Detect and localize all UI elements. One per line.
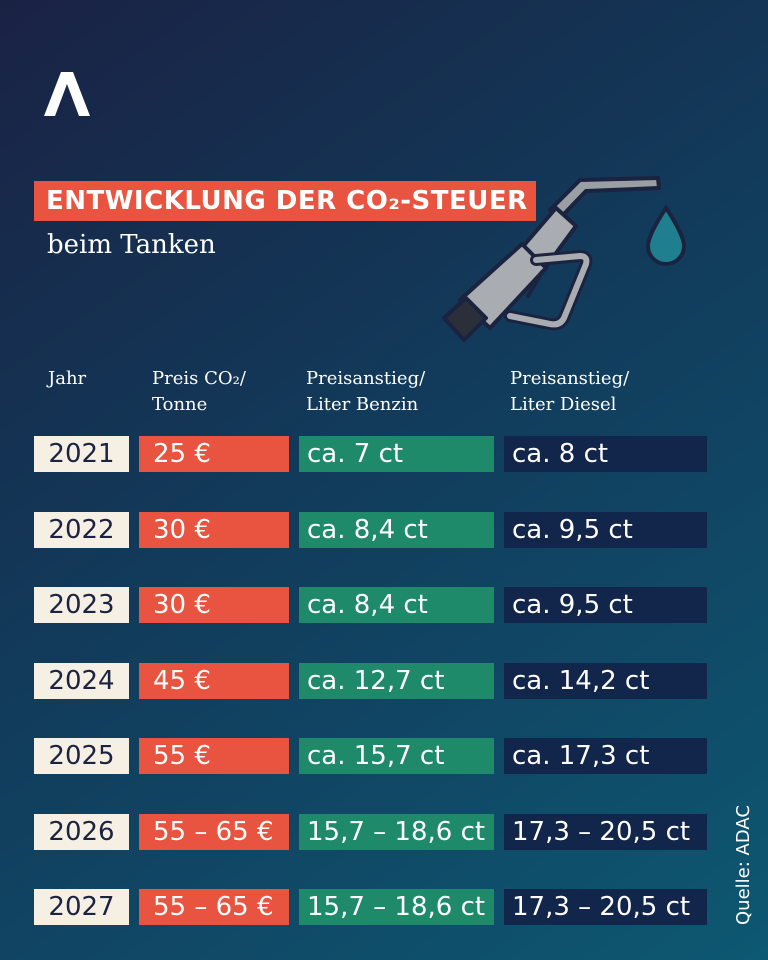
cell-benzin: ca. 7 ct bbox=[299, 436, 494, 472]
chart-subtitle: beim Tanken bbox=[47, 230, 216, 260]
cell-price: 55 – 65 € bbox=[139, 814, 289, 850]
cell-benzin: ca. 8,4 ct bbox=[299, 512, 494, 548]
cell-year: 2022 bbox=[34, 512, 129, 548]
cell-year: 2027 bbox=[34, 889, 129, 925]
cell-benzin: 15,7 – 18,6 ct bbox=[299, 814, 494, 850]
cell-year: 2023 bbox=[34, 587, 129, 623]
cell-diesel: ca. 17,3 ct bbox=[504, 738, 707, 774]
header-year: Jahr bbox=[48, 368, 87, 389]
cell-diesel: ca. 14,2 ct bbox=[504, 663, 707, 699]
cell-price: 30 € bbox=[139, 512, 289, 548]
cell-diesel: ca. 8 ct bbox=[504, 436, 707, 472]
cell-price: 30 € bbox=[139, 587, 289, 623]
chart-title: ENTWICKLUNG DER CO₂-STEUER bbox=[34, 181, 536, 221]
fuel-drop-icon bbox=[645, 204, 687, 267]
adac-logo-icon bbox=[44, 72, 90, 116]
cell-price: 55 – 65 € bbox=[139, 889, 289, 925]
cell-price: 55 € bbox=[139, 738, 289, 774]
cell-benzin: ca. 15,7 ct bbox=[299, 738, 494, 774]
cell-diesel: ca. 9,5 ct bbox=[504, 512, 707, 548]
header-diesel: Preisanstieg/Liter Diesel bbox=[510, 368, 630, 415]
cell-diesel: 17,3 – 20,5 ct bbox=[504, 889, 707, 925]
header-price: Preis CO₂/Tonne bbox=[152, 368, 246, 415]
fuel-nozzle-icon bbox=[442, 176, 687, 342]
source-label: Quelle: ADAC bbox=[733, 805, 754, 925]
cell-diesel: 17,3 – 20,5 ct bbox=[504, 814, 707, 850]
cell-year: 2024 bbox=[34, 663, 129, 699]
cell-year: 2026 bbox=[34, 814, 129, 850]
cell-price: 25 € bbox=[139, 436, 289, 472]
header-benzin: Preisanstieg/Liter Benzin bbox=[306, 368, 426, 415]
cell-year: 2021 bbox=[34, 436, 129, 472]
cell-price: 45 € bbox=[139, 663, 289, 699]
cell-benzin: ca. 12,7 ct bbox=[299, 663, 494, 699]
cell-benzin: ca. 8,4 ct bbox=[299, 587, 494, 623]
cell-year: 2025 bbox=[34, 738, 129, 774]
cell-benzin: 15,7 – 18,6 ct bbox=[299, 889, 494, 925]
cell-diesel: ca. 9,5 ct bbox=[504, 587, 707, 623]
